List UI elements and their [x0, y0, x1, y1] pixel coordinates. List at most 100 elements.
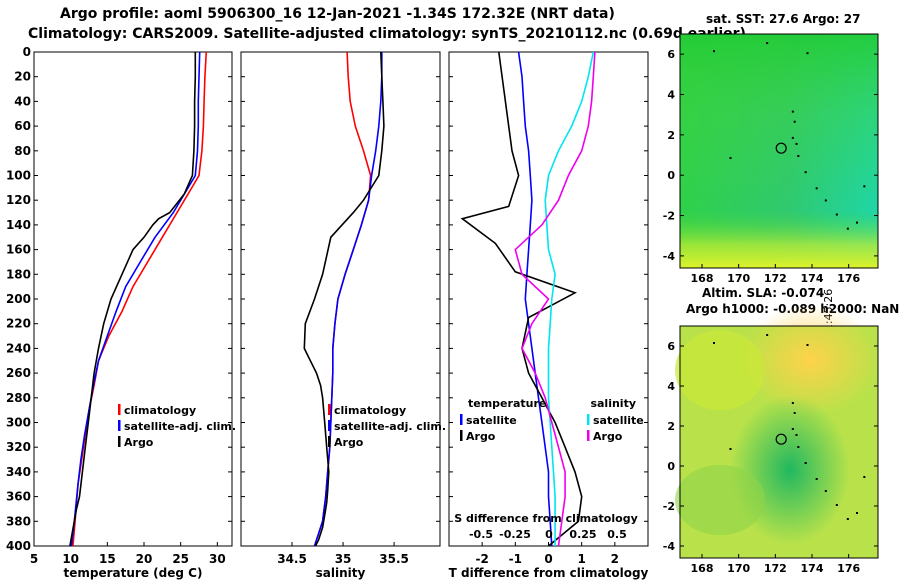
- series-line-t-argo: [460, 51, 583, 547]
- secondary-tick-label: 0.5: [607, 528, 627, 541]
- map-x-tick-label: 168: [691, 562, 714, 575]
- legend-label: Argo: [334, 436, 364, 449]
- x-tick-label: 5: [30, 552, 38, 566]
- legend-label: climatology: [124, 404, 196, 417]
- series-line-argo: [69, 52, 197, 547]
- map-y-tick-label: 0: [667, 169, 675, 182]
- island-marker: [729, 448, 732, 450]
- x-tick-label: 10: [62, 552, 79, 566]
- island-marker: [766, 42, 769, 45]
- island-marker: [791, 136, 794, 139]
- y-tick-label: 400: [6, 539, 31, 553]
- argo-position-marker: [775, 433, 787, 445]
- island-marker: [713, 50, 715, 53]
- x-tick-label: 20: [136, 552, 153, 566]
- legend-swatch: [460, 414, 463, 425]
- legend-swatch: [460, 430, 463, 441]
- y-tick-label: 40: [14, 94, 31, 108]
- x-tick-label: -1: [509, 552, 522, 566]
- y-tick-label: 140: [6, 218, 31, 232]
- island-marker: [863, 185, 866, 188]
- secondary-tick-label: 0: [545, 528, 553, 541]
- y-tick-label: 200: [6, 292, 31, 306]
- x-tick-label: 1: [577, 552, 585, 566]
- map-x-tick-label: 176: [837, 272, 860, 285]
- legend-label: satellite-adj. clim.: [124, 420, 236, 433]
- y-tick-label: 180: [6, 267, 31, 281]
- x-tick-label: 35: [335, 552, 352, 566]
- island-marker: [791, 428, 794, 430]
- argo-position-marker: [775, 142, 787, 154]
- island-marker: [815, 478, 818, 480]
- island-marker: [835, 213, 838, 216]
- map-top-title: sat. SST: 27.6 Argo: 27: [706, 12, 861, 26]
- series-line-argo: [303, 51, 385, 547]
- legend-label: satellite-adj. clim.: [334, 420, 446, 433]
- island-marker: [795, 434, 798, 436]
- island-marker: [846, 518, 849, 520]
- map-y-tick-label: 4: [667, 89, 675, 102]
- map-y-tick-label: -4: [663, 540, 676, 553]
- x-axis-label: T difference from climatology: [449, 566, 649, 580]
- island-marker: [795, 142, 798, 145]
- map-x-tick-label: 176: [837, 562, 860, 575]
- temperature-panel: [33, 51, 233, 547]
- header-line-1: Argo profile: aoml 5906300_16 12-Jan-202…: [60, 6, 615, 22]
- y-tick-label: 100: [6, 169, 31, 183]
- island-marker: [793, 412, 796, 414]
- y-tick-label: 340: [6, 465, 31, 479]
- island-marker: [824, 490, 827, 492]
- map-bottom-title-1: Altim. SLA: -0.074: [702, 286, 825, 300]
- island-marker: [713, 342, 715, 344]
- legend-label: satellite: [466, 414, 517, 427]
- island-marker: [793, 120, 796, 123]
- secondary-tick-label: -0.25: [499, 528, 531, 541]
- y-tick-label: 60: [14, 119, 31, 133]
- legend-title-temperature: temperature: [468, 397, 546, 410]
- legend-title-salinity: salinity: [590, 397, 636, 410]
- x-axis-label: temperature (deg C): [64, 566, 203, 580]
- legend-swatch: [118, 404, 121, 415]
- y-tick-label: 280: [6, 391, 31, 405]
- map-x-tick-label: 174: [801, 272, 824, 285]
- island-marker: [804, 171, 807, 174]
- x-tick-label: 30: [209, 552, 226, 566]
- island-marker: [806, 344, 809, 346]
- map-y-tick-label: -2: [663, 500, 675, 513]
- map-y-tick-label: 4: [667, 380, 675, 393]
- y-tick-label: 320: [6, 440, 31, 454]
- map-y-tick-label: 0: [667, 460, 675, 473]
- legend-label: Argo: [593, 430, 623, 443]
- series-line-climatology: [72, 51, 208, 547]
- legend-swatch: [328, 404, 331, 415]
- map-y-tick-label: -2: [663, 210, 675, 223]
- y-tick-label: 260: [6, 366, 31, 380]
- y-tick-label: 0: [23, 45, 31, 59]
- legend-label: climatology: [334, 404, 406, 417]
- legend-label: satellite: [593, 414, 644, 427]
- island-marker: [797, 155, 800, 158]
- y-tick-label: 160: [6, 243, 31, 257]
- island-marker: [804, 462, 807, 464]
- map-y-tick-label: 2: [667, 420, 675, 433]
- y-tick-label: 380: [6, 514, 31, 528]
- y-tick-label: 360: [6, 490, 31, 504]
- map-x-tick-label: 172: [764, 272, 787, 285]
- island-marker: [863, 476, 866, 478]
- map-x-tick-label: 168: [691, 272, 714, 285]
- map-x-tick-label: 170: [727, 272, 750, 285]
- salinity-panel: [240, 51, 441, 547]
- island-marker: [856, 512, 858, 514]
- x-tick-label: 2: [611, 552, 619, 566]
- series-line-satellite-adj-clim-: [70, 51, 201, 547]
- island-marker: [846, 227, 849, 230]
- sst-map: [679, 33, 879, 269]
- y-tick-label: 240: [6, 341, 31, 355]
- map-x-tick-label: 170: [727, 562, 750, 575]
- x-tick-label: 0: [544, 552, 552, 566]
- x-axis-label: salinity: [316, 566, 366, 580]
- island-marker: [835, 504, 838, 506]
- secondary-axis-label: S difference from climatology: [454, 512, 638, 525]
- y-tick-label: 80: [14, 144, 31, 158]
- header-line-2: Climatology: CARS2009. Satellite-adjuste…: [28, 26, 746, 42]
